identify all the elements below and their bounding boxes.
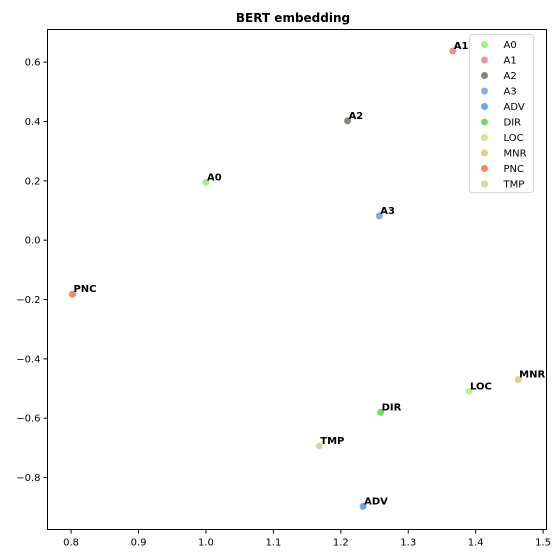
legend-entry-loc: LOC [504, 133, 524, 144]
data-point-mnr [514, 376, 522, 384]
point-label-loc: LOC [470, 382, 492, 393]
point-label-adv: ADV [364, 496, 388, 507]
y-tick-label: 0.4 [25, 117, 41, 128]
x-tick-label: 1.5 [535, 538, 551, 549]
x-tick-label: 1.2 [333, 538, 349, 549]
point-label-a2: A2 [349, 111, 364, 122]
legend-marker-loc [481, 134, 488, 141]
x-tick-label: 1.4 [468, 538, 484, 549]
legend-marker-a2 [481, 72, 488, 79]
y-tick-label: −0.6 [16, 414, 40, 425]
point-label-mnr: MNR [519, 370, 545, 381]
x-tick-label: 1.1 [265, 538, 281, 549]
legend-entry-pnc: PNC [504, 164, 525, 175]
legend-entry-dir: DIR [504, 118, 522, 129]
x-tick-label: 1.0 [198, 538, 214, 549]
x-axis: 0.8 0.9 1.0 1.1 1.2 1.3 1.4 1.5 [63, 529, 551, 549]
legend-entry-a2: A2 [504, 71, 517, 82]
legend-entry-a1: A1 [504, 56, 517, 67]
legend-marker-a3 [481, 87, 488, 95]
y-tick-label: −0.4 [16, 354, 40, 365]
y-tick-label: −0.2 [16, 295, 40, 306]
data-point-dir [377, 408, 385, 416]
point-label-a1: A1 [454, 41, 469, 52]
legend-entry-a3: A3 [504, 87, 517, 98]
legend-marker-dir [481, 118, 488, 126]
legend-marker-a0 [481, 41, 488, 48]
x-tick-label: 0.9 [131, 538, 147, 549]
legend-entry-tmp: TMP [503, 180, 525, 191]
legend-entry-adv: ADV [504, 102, 525, 113]
y-tick-label: 0.6 [25, 58, 41, 69]
data-point-tmp [315, 442, 323, 450]
data-point-loc [465, 388, 473, 396]
legend: A0 A1 A2 A3 ADV DIR LOC MNR PNC TMP [469, 34, 534, 193]
point-label-pnc: PNC [73, 284, 96, 295]
legend-marker-mnr [481, 149, 488, 157]
point-label-a3: A3 [380, 206, 395, 217]
legend-marker-tmp [481, 180, 488, 188]
legend-entry-a0: A0 [504, 40, 517, 51]
legend-marker-a1 [481, 56, 488, 64]
data-point-a1 [449, 47, 457, 55]
y-tick-label: 0.2 [25, 176, 41, 187]
x-tick-label: 0.8 [63, 538, 79, 549]
y-axis: −0.8 −0.6 −0.4 −0.2 0.0 0.2 0.4 0.6 [16, 58, 48, 484]
data-points [68, 47, 522, 510]
point-label-tmp: TMP [320, 436, 344, 447]
legend-entry-mnr: MNR [504, 149, 527, 160]
y-tick-label: −0.8 [16, 473, 40, 484]
data-point-a3 [375, 212, 383, 220]
data-point-a0 [202, 178, 210, 186]
legend-marker-adv [481, 103, 488, 110]
data-point-pnc [68, 290, 76, 298]
chart-title: BERT embedding [236, 11, 350, 25]
data-point-adv [359, 502, 367, 510]
legend-marker-pnc [481, 165, 488, 172]
point-label-a0: A0 [207, 172, 222, 183]
point-labels: A0 A1 A2 A3 ADV DIR LOC MNR PNC TMP [73, 41, 545, 507]
point-label-dir: DIR [382, 402, 402, 413]
data-point-a2 [344, 117, 352, 125]
x-tick-label: 1.3 [400, 538, 416, 549]
y-tick-label: 0.0 [25, 236, 41, 247]
plot-area [47, 29, 547, 530]
